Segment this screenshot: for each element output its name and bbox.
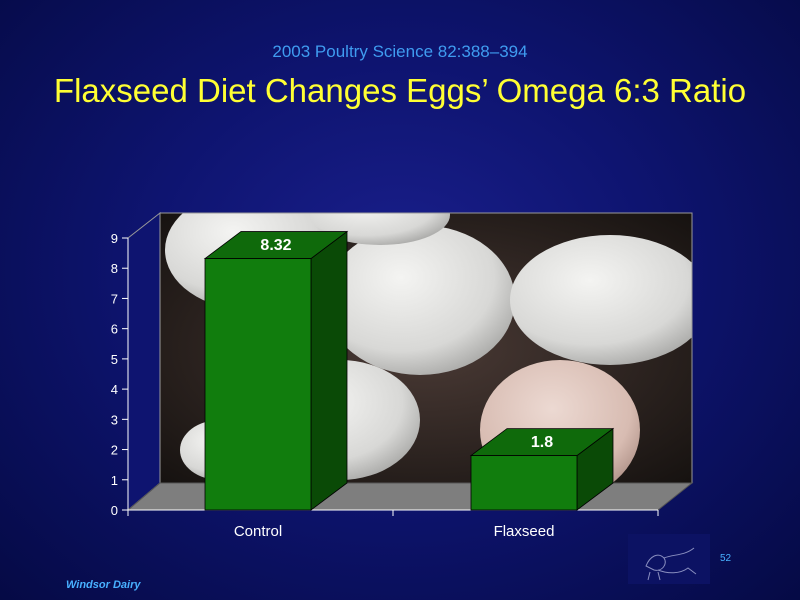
y-tick-label: 2 <box>111 443 118 458</box>
bar-flaxseed: 1.8 <box>469 427 615 511</box>
footer-text: Windsor Dairy <box>66 579 141 591</box>
slide-subtitle: 2003 Poultry Science 82:388–394 <box>272 42 528 61</box>
logo-image <box>628 534 710 584</box>
y-tick-label: 5 <box>111 352 118 367</box>
bar-data-label: 1.8 <box>531 434 553 451</box>
bar-front <box>470 455 578 511</box>
bar-control: 8.32 <box>203 230 349 511</box>
y-tick-label: 1 <box>111 473 118 488</box>
bar-data-label: 8.32 <box>260 237 291 254</box>
y-tick-label: 3 <box>111 412 118 427</box>
y-tick-label: 8 <box>111 261 118 276</box>
chart-side-wall <box>127 211 161 512</box>
y-tick-label: 7 <box>111 291 118 306</box>
bar-front <box>204 258 312 511</box>
x-category-label: Control <box>234 523 282 540</box>
slide-title: Flaxseed Diet Changes Eggs’ Omega 6:3 Ra… <box>53 72 747 109</box>
page-number: 52 <box>720 553 732 564</box>
y-tick-label: 0 <box>111 503 118 518</box>
y-tick-label: 6 <box>111 322 118 337</box>
bar-side <box>310 230 348 511</box>
y-tick-label: 9 <box>111 231 118 246</box>
y-tick-label: 4 <box>111 382 118 397</box>
x-category-label: Flaxseed <box>494 523 555 540</box>
sketch-logo-icon <box>645 547 697 581</box>
